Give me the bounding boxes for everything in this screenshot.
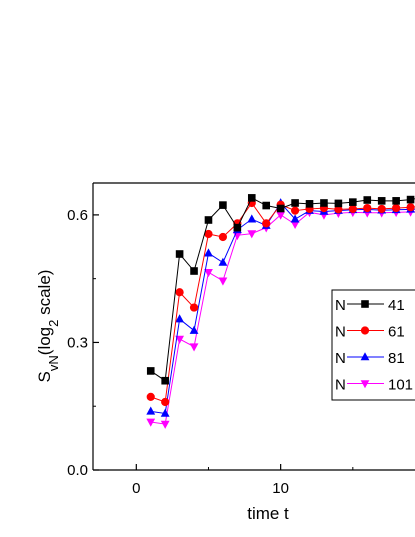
data-point-81 [189, 325, 199, 334]
data-point-61 [406, 203, 415, 212]
data-point-101 [175, 335, 185, 344]
data-point-41 [146, 367, 155, 375]
data-point-61 [290, 206, 300, 215]
data-point-41 [334, 199, 343, 208]
legend-prefix: N [335, 377, 346, 394]
data-point-41 [262, 201, 271, 210]
data-point-41 [392, 197, 400, 205]
y-tick-label: 0.0 [67, 462, 88, 479]
data-point-61 [161, 397, 170, 407]
data-point-41 [247, 194, 256, 202]
data-point-61 [175, 288, 184, 297]
data-point-41 [291, 199, 299, 207]
data-point-41 [219, 201, 227, 209]
legend-marker-101 [360, 380, 370, 389]
data-point-41 [190, 267, 198, 275]
data-point-101 [189, 343, 199, 352]
legend-label-101: 101 [388, 377, 413, 394]
data-point-81 [160, 408, 170, 417]
data-point-61 [146, 392, 155, 401]
data-point-61 [348, 204, 357, 214]
legend-label-81: 81 [388, 350, 405, 367]
data-point-41 [233, 223, 242, 232]
data-point-61 [377, 204, 386, 214]
data-point-101 [160, 420, 170, 429]
data-point-81 [146, 406, 156, 415]
data-point-41 [349, 198, 357, 206]
legend-marker-61 [360, 326, 370, 335]
data-point-41 [406, 195, 415, 204]
y-axis-title: SvN(log2 scale) [35, 270, 61, 383]
legend-prefix: N [335, 324, 346, 341]
y-tick-label: 0.6 [67, 207, 88, 224]
data-point-61 [189, 303, 199, 312]
data-point-41 [377, 197, 386, 205]
data-point-81 [290, 214, 300, 223]
series-41 [146, 194, 415, 385]
data-point-101 [290, 220, 300, 230]
series-layer [146, 194, 415, 429]
data-point-101 [247, 230, 257, 239]
data-point-41 [305, 200, 314, 208]
data-point-61 [392, 203, 401, 213]
data-point-81 [204, 248, 213, 257]
legend-marker-81 [360, 352, 370, 361]
data-point-81 [218, 257, 228, 266]
data-point-41 [320, 199, 328, 207]
legend-prefix: N [335, 297, 346, 314]
data-point-61 [363, 203, 372, 213]
legend-marker-41 [361, 300, 369, 308]
legend-label-41: 41 [388, 297, 405, 314]
data-point-81 [175, 314, 185, 323]
x-axis-title: time t [247, 504, 289, 523]
y-tick-label: 0.3 [67, 334, 88, 351]
data-point-61 [218, 232, 228, 242]
data-point-41 [276, 204, 285, 213]
ticks-layer: 0.00.30.601020 [67, 207, 354, 497]
data-point-61 [262, 219, 271, 228]
legend: N 41 N 61 N 81 N 101 [331, 289, 415, 401]
legend-label-61: 61 [388, 324, 405, 341]
data-point-41 [161, 376, 169, 385]
data-point-41 [204, 216, 213, 224]
data-point-81 [247, 214, 257, 223]
x-tick-label: 10 [272, 480, 289, 497]
data-point-101 [146, 418, 156, 427]
plot-frame [92, 182, 415, 471]
data-point-61 [334, 205, 343, 214]
data-point-101 [276, 211, 286, 220]
data-point-41 [175, 250, 184, 258]
legend-box [331, 289, 415, 401]
x-tick-label: 0 [132, 480, 140, 497]
data-point-101 [204, 268, 213, 278]
data-point-61 [204, 229, 213, 239]
data-point-101 [218, 277, 228, 286]
legend-prefix: N [335, 350, 346, 367]
data-point-41 [363, 196, 372, 204]
